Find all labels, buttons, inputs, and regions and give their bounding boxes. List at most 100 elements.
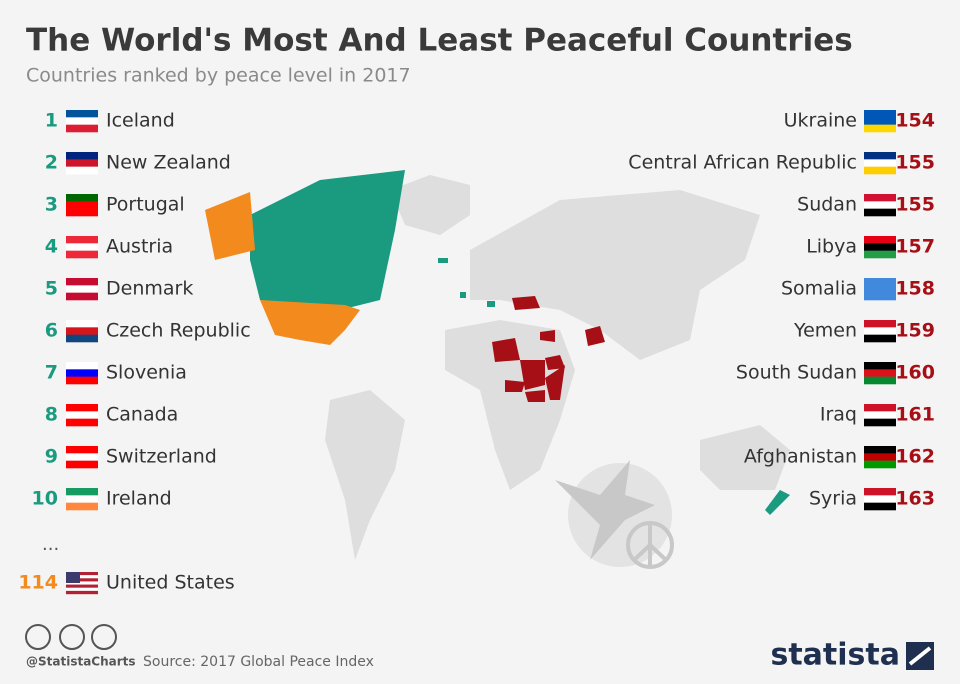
flag bbox=[864, 502, 896, 511]
flag bbox=[66, 152, 98, 160]
country-name: Somalia bbox=[781, 278, 857, 300]
flag bbox=[66, 285, 98, 293]
flag bbox=[66, 362, 98, 370]
handle: @StatistaCharts bbox=[26, 655, 136, 669]
source: Source: 2017 Global Peace Index bbox=[143, 654, 374, 670]
rank: 9 bbox=[45, 446, 58, 468]
flag bbox=[864, 159, 896, 167]
rank: 6 bbox=[45, 320, 58, 342]
rank: 1 bbox=[45, 110, 58, 132]
country-name: Czech Republic bbox=[106, 320, 251, 342]
flag bbox=[864, 110, 896, 118]
flag bbox=[864, 453, 896, 461]
country-name: Central African Republic bbox=[628, 152, 857, 174]
flag bbox=[864, 124, 896, 133]
flag bbox=[864, 446, 896, 454]
flag bbox=[864, 285, 896, 293]
rank: 163 bbox=[895, 488, 935, 510]
flag bbox=[66, 278, 98, 286]
rank: 158 bbox=[895, 278, 935, 300]
flag bbox=[66, 587, 98, 592]
country-name: Slovenia bbox=[106, 362, 187, 384]
flag bbox=[66, 334, 98, 343]
flag bbox=[66, 236, 98, 244]
flag bbox=[66, 159, 98, 167]
rank: 8 bbox=[45, 404, 58, 426]
rank: 5 bbox=[45, 278, 58, 300]
flag bbox=[864, 243, 896, 251]
rank: 160 bbox=[895, 362, 935, 384]
least-peaceful-countries bbox=[492, 296, 605, 402]
flag bbox=[864, 327, 896, 335]
country-name: Iceland bbox=[106, 110, 175, 132]
country-name: Denmark bbox=[106, 278, 193, 300]
country-name: Ukraine bbox=[784, 110, 857, 132]
subtitle: Countries ranked by peace level in 2017 bbox=[26, 65, 411, 87]
title: The World's Most And Least Peaceful Coun… bbox=[26, 23, 853, 59]
new-zealand bbox=[765, 490, 790, 515]
brand: statista bbox=[770, 638, 900, 673]
flag bbox=[66, 502, 98, 511]
flag bbox=[864, 404, 896, 412]
flag bbox=[864, 334, 896, 343]
flag bbox=[864, 194, 896, 202]
rank: 7 bbox=[45, 362, 58, 384]
south-america bbox=[325, 390, 405, 560]
country-name: Iraq bbox=[820, 404, 857, 426]
country-name: Yemen bbox=[793, 320, 857, 342]
flag bbox=[66, 488, 98, 496]
flag bbox=[66, 376, 98, 385]
flag bbox=[864, 418, 896, 427]
flag bbox=[864, 152, 896, 160]
flag bbox=[66, 117, 98, 125]
flag bbox=[864, 460, 896, 469]
flag bbox=[66, 292, 98, 301]
country-name: Libya bbox=[806, 236, 857, 258]
eurasia bbox=[470, 190, 760, 360]
flag bbox=[864, 208, 896, 217]
flag bbox=[66, 460, 98, 469]
flag bbox=[66, 208, 98, 217]
flag bbox=[864, 376, 896, 385]
flag bbox=[66, 327, 98, 335]
flag bbox=[66, 575, 98, 579]
rank: 4 bbox=[45, 236, 58, 258]
flag bbox=[864, 201, 896, 209]
usa bbox=[260, 300, 360, 345]
flag bbox=[66, 578, 98, 582]
greenland bbox=[390, 175, 470, 235]
peace-sign bbox=[626, 521, 674, 569]
country-name: Canada bbox=[106, 404, 178, 426]
rank: 159 bbox=[895, 320, 935, 342]
flag bbox=[66, 124, 98, 133]
rank: 10 bbox=[32, 488, 58, 510]
flag bbox=[66, 590, 98, 595]
flag bbox=[864, 320, 896, 328]
country-name: Ireland bbox=[106, 488, 172, 510]
country-name: Switzerland bbox=[106, 446, 217, 468]
country-name: Sudan bbox=[797, 194, 857, 216]
australia bbox=[700, 425, 790, 490]
flag bbox=[864, 250, 896, 259]
rank: 114 bbox=[18, 572, 58, 594]
flag bbox=[66, 201, 98, 209]
rank: 154 bbox=[895, 110, 935, 132]
rank: 161 bbox=[895, 404, 935, 426]
flag bbox=[66, 418, 98, 427]
flag bbox=[66, 581, 98, 585]
flag bbox=[66, 446, 98, 454]
flag bbox=[864, 362, 896, 370]
country-name: New Zealand bbox=[106, 152, 231, 174]
flag bbox=[66, 584, 98, 588]
brand-logo-mark bbox=[908, 646, 932, 666]
rank: 157 bbox=[895, 236, 935, 258]
country-name: Austria bbox=[106, 236, 173, 258]
rank: 3 bbox=[45, 194, 58, 216]
flag bbox=[66, 369, 98, 377]
license-icons bbox=[25, 624, 117, 650]
country-name: United States bbox=[106, 572, 235, 594]
flag bbox=[66, 404, 98, 412]
country-name: South Sudan bbox=[736, 362, 857, 384]
alaska bbox=[205, 192, 255, 260]
